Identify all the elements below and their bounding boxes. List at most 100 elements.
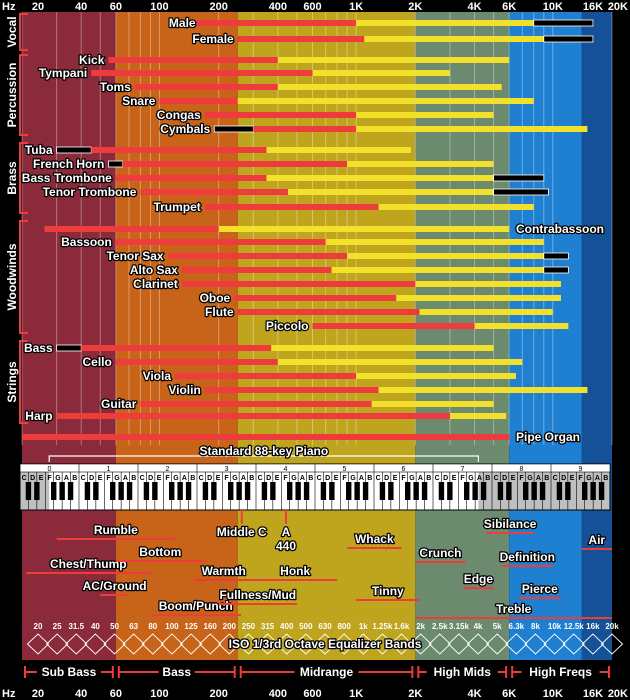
instrument-tympani: Tympani	[38, 65, 450, 81]
bar-fundamental	[22, 434, 510, 440]
eq-band-diamond-11	[237, 633, 260, 655]
white-key-label-7: C	[81, 475, 86, 482]
bar-fundamental	[237, 36, 365, 42]
category-woodwinds: Woodwinds	[5, 220, 28, 334]
bar-fundamental	[140, 401, 372, 407]
white-key-label-5: A	[64, 475, 69, 482]
eq-band-label-20: 2k	[416, 622, 425, 631]
eq-band-label-10: 200	[223, 622, 237, 631]
axis-top-tick-11: 10K	[543, 1, 563, 13]
black-key-52	[464, 482, 470, 500]
descriptor-pierce: Pierce	[518, 581, 561, 599]
instrument-label: Violin	[168, 383, 200, 397]
instrument-label: Congas	[157, 108, 201, 122]
category-label: Brass	[5, 161, 19, 195]
left-margin	[0, 0, 22, 700]
black-key-0	[25, 482, 32, 500]
descriptor-label: AC/Ground	[83, 579, 147, 593]
descriptor-definition: Definition	[498, 549, 556, 567]
black-key-19	[185, 482, 192, 500]
black-key-31	[287, 482, 293, 500]
white-key-label-54: A	[477, 475, 482, 482]
category-vocal: Vocal	[5, 13, 28, 51]
instrument-alto-sax: Alto Sax	[129, 262, 569, 278]
white-key-label-68: A	[595, 475, 600, 482]
instrument-label: Kick	[79, 53, 105, 67]
bar-harmonics	[415, 281, 561, 287]
black-key-56	[497, 482, 504, 500]
white-key-label-61: A	[536, 475, 541, 482]
descriptor-fullness-mud: Fullness/Mud	[218, 587, 297, 605]
white-key-label-35: C	[317, 475, 322, 482]
instrument-label: Tenor Trombone	[43, 185, 137, 199]
range-label: High Mids	[434, 665, 492, 679]
bar-fundamental	[312, 323, 475, 329]
bar-harmonics	[449, 413, 507, 419]
axis-top-tick-4: 200	[209, 1, 227, 13]
eq-band-label-21: 2.5k	[432, 622, 448, 631]
black-key-17	[169, 482, 175, 500]
bar-black-high	[493, 174, 545, 182]
white-key-label-27: B	[249, 475, 254, 482]
band-dark-edge	[581, 10, 612, 660]
black-key-24	[228, 482, 234, 500]
descriptor-label: Bottom	[139, 545, 181, 559]
white-key-label-17: F	[165, 475, 170, 482]
white-key-label-43: D	[384, 475, 389, 482]
range-bass: Bass	[117, 664, 236, 680]
instrument-tenor-trombone: Tenor Trombone	[41, 184, 549, 200]
bar-harmonics	[347, 253, 544, 259]
axis-bottom-tick-13: 20K	[608, 688, 628, 700]
eq-band-label-29: 16k	[586, 622, 600, 631]
white-key-label-59: F	[519, 475, 524, 482]
eq-title: ISO 1/3rd Octave Equalizer Bands	[229, 637, 422, 651]
black-key-68	[598, 482, 605, 500]
descriptor-label: Whack	[355, 532, 394, 546]
instrument-label: Cello	[82, 355, 111, 369]
eq-band-diamond-14	[294, 633, 318, 655]
instrument-label: Bass	[24, 341, 53, 355]
white-key-label-19: A	[182, 475, 187, 482]
descriptor-chest-thump: Chest/Thump	[26, 556, 151, 574]
category-bracket	[19, 340, 28, 424]
instrument-pipe-organ: Pipe Organ	[22, 429, 581, 445]
eq-band-label-3: 40	[91, 622, 100, 631]
descriptor-honk: Honk	[253, 563, 338, 581]
bar-fundamental	[237, 309, 420, 315]
eq-band-diamond-29	[581, 633, 605, 655]
range-sub-bass: Sub Bass	[24, 664, 114, 680]
descriptor-label: Rumble	[94, 523, 138, 537]
black-key-11	[118, 482, 124, 500]
axis-bottom-tick-5: 400	[269, 688, 287, 700]
axis-top-tick-3: 100	[150, 1, 168, 13]
bar-harmonics	[266, 147, 411, 153]
bar-fundamental	[204, 204, 379, 210]
black-key-32	[295, 482, 301, 500]
axis-top: Hz 20 40 60 100 200 400 600 1K 2K 4K 6K 10K 16K 20K	[2, 1, 628, 13]
instrument-label: Flute	[205, 305, 234, 319]
eq-band-diamond-13	[275, 633, 298, 655]
white-key-label-12: A	[123, 475, 128, 482]
bar-fundamental	[108, 57, 278, 63]
instrument-label: Bassoon	[61, 235, 112, 249]
axis-top-tick-8: 2K	[408, 1, 422, 13]
descriptor-rumble: Rumble	[56, 522, 176, 540]
category-bracket	[19, 54, 28, 136]
eq-band-diamond-1	[45, 633, 69, 655]
axis-top-tick-2: 60	[110, 1, 122, 13]
black-key-3	[51, 482, 57, 500]
instrument-cello: Cello	[81, 354, 523, 370]
white-key-label-30: E	[275, 475, 280, 482]
eq-band-diamond-28	[562, 633, 585, 655]
descriptor-boom-punch: Boom/Punch	[150, 598, 242, 616]
white-key-label-28: C	[258, 475, 263, 482]
white-key-label-37: E	[334, 475, 339, 482]
range-label-bg	[36, 664, 101, 679]
bar-black-high	[543, 252, 569, 260]
descriptor-crunch: Crunch	[415, 545, 466, 563]
band-3	[415, 10, 510, 660]
instrument-label: Contrabassoon	[516, 222, 604, 236]
white-key-label-41: B	[367, 475, 372, 482]
white-key-label-45: F	[401, 475, 406, 482]
category-strings: Strings	[5, 340, 28, 424]
